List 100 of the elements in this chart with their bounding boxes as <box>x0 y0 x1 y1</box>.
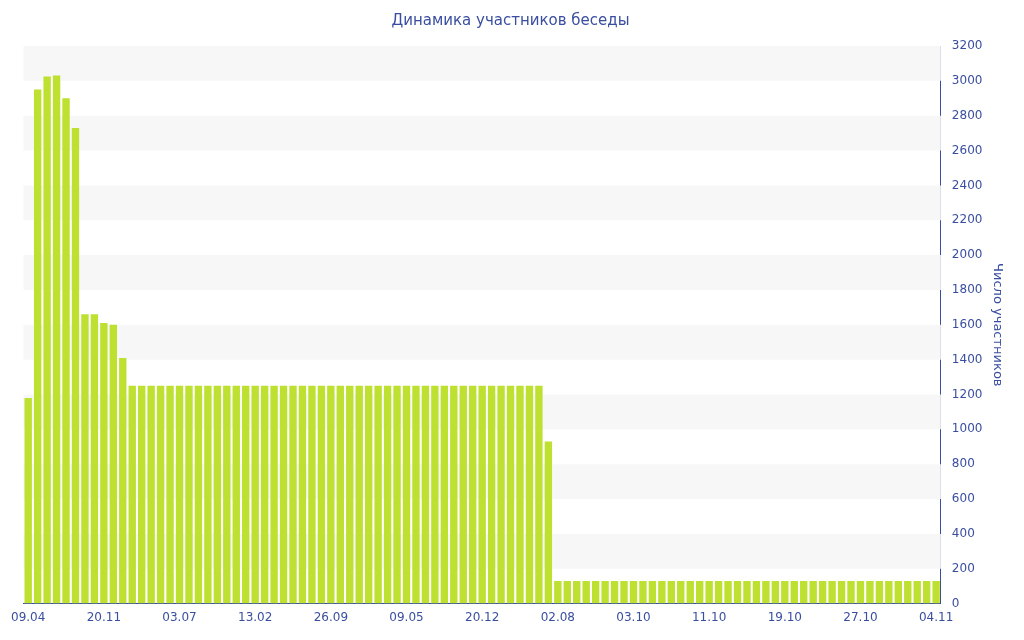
bar <box>837 580 846 604</box>
bar <box>800 580 808 604</box>
bar <box>885 580 893 604</box>
bar <box>393 385 401 604</box>
bar <box>497 385 505 604</box>
y-tick-label: 2200 <box>951 212 983 227</box>
bar <box>469 385 477 604</box>
x-tick-label: 20.11 <box>86 609 122 624</box>
bar <box>213 385 222 604</box>
bar <box>516 385 524 604</box>
x-tick-label: 11.10 <box>691 609 727 624</box>
bar <box>658 580 666 604</box>
bar <box>620 580 628 604</box>
y-tick-label: 1200 <box>951 386 983 401</box>
bar <box>525 385 534 604</box>
bar <box>24 397 32 604</box>
bar <box>781 580 789 604</box>
bar <box>327 385 335 604</box>
y-tick-label: 2400 <box>951 177 983 192</box>
bar <box>487 385 496 604</box>
y-tick-label: 800 <box>951 456 975 471</box>
bar <box>913 580 921 604</box>
y-tick-label: 400 <box>951 526 975 541</box>
bar <box>724 580 732 604</box>
bar <box>582 580 590 604</box>
chart-title: Динамика участников беседы <box>391 10 630 29</box>
bar <box>771 580 780 604</box>
bar <box>790 580 798 604</box>
bar <box>204 385 212 604</box>
bar <box>289 385 297 604</box>
bar <box>138 385 146 604</box>
bar <box>33 89 42 604</box>
bar <box>506 385 515 604</box>
bar <box>147 385 155 604</box>
bar <box>440 385 449 604</box>
y-tick-label: 3200 <box>951 38 983 53</box>
bar <box>677 580 685 604</box>
bar <box>601 580 609 604</box>
y-tick-label: 3000 <box>951 72 983 87</box>
bar <box>71 127 80 604</box>
bar <box>336 385 344 604</box>
bar <box>752 580 761 604</box>
bar <box>308 385 316 604</box>
bar <box>866 580 874 604</box>
bar <box>856 580 865 604</box>
y-tick-label: 1400 <box>951 351 983 366</box>
bar <box>156 385 165 604</box>
bar <box>932 580 940 604</box>
bar <box>185 385 193 604</box>
y-tick-label: 1800 <box>951 282 983 297</box>
y-tick-label: 600 <box>951 491 975 506</box>
bar <box>81 314 89 604</box>
x-tick-label: 20.12 <box>464 609 500 624</box>
bar <box>166 385 174 604</box>
bar <box>421 385 430 604</box>
bar <box>62 98 70 604</box>
y-tick-label: 2000 <box>951 247 983 262</box>
bar <box>242 385 250 604</box>
x-tick-label: 19.10 <box>767 609 802 624</box>
x-tick-label: 09.05 <box>389 609 424 624</box>
bar <box>109 324 118 604</box>
bar <box>279 385 288 604</box>
bar <box>629 580 638 604</box>
bar <box>544 441 553 604</box>
y-tick-label: 2600 <box>951 142 983 157</box>
y-tick-label: 1000 <box>951 421 983 436</box>
bar <box>554 580 562 604</box>
bar <box>591 580 600 604</box>
bar <box>478 385 486 604</box>
x-tick-label: 26.09 <box>313 609 349 624</box>
bar <box>383 385 392 604</box>
bar <box>686 580 694 604</box>
y-tick-label: 2800 <box>951 107 983 122</box>
bar <box>194 385 203 604</box>
bar <box>847 580 855 604</box>
bar <box>696 580 704 604</box>
bar <box>270 385 278 604</box>
x-tick-label: 13.02 <box>238 609 273 624</box>
bar <box>922 580 931 604</box>
bar <box>714 580 723 604</box>
bar <box>431 385 439 604</box>
bar <box>374 385 382 604</box>
x-tick-label: 27.10 <box>843 609 878 624</box>
bar <box>667 580 676 604</box>
x-tick-label: 09.04 <box>11 609 46 624</box>
bar <box>894 580 902 604</box>
bar <box>317 385 326 604</box>
bar <box>809 580 817 604</box>
bar <box>223 385 231 604</box>
y-tick-label: 0 <box>951 595 960 610</box>
x-tick-label: 04.11 <box>918 609 954 624</box>
x-tick-label: 03.10 <box>616 609 651 624</box>
bar <box>904 580 912 604</box>
bar <box>364 385 373 604</box>
bar <box>450 385 458 604</box>
bar <box>743 580 751 604</box>
bar <box>100 323 108 604</box>
bar <box>610 580 619 604</box>
bar <box>818 580 827 604</box>
bar <box>573 580 581 604</box>
